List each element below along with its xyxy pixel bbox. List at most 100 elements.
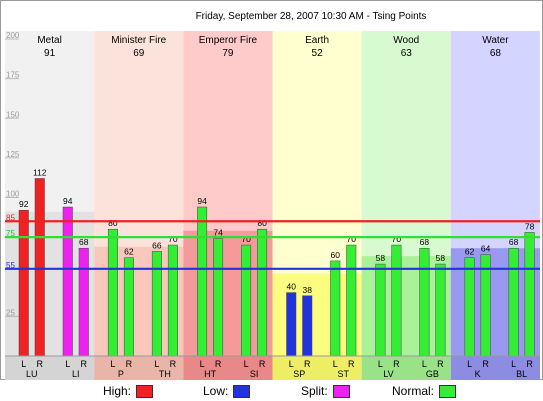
- legend-label-low: Low:: [203, 384, 229, 398]
- side-label: R: [393, 359, 400, 369]
- side-label: R: [437, 359, 444, 369]
- legend-item-high: High:: [103, 383, 154, 399]
- legend-label-high: High:: [103, 384, 132, 398]
- bar-value-label: 62: [124, 247, 134, 257]
- meridian-label: HT: [204, 369, 216, 379]
- element-value: 69: [133, 48, 145, 59]
- bar-value-label: 62: [465, 247, 475, 257]
- legend-label-split: Split:: [301, 384, 328, 398]
- bar-th-r: [167, 244, 178, 357]
- element-band-footer: [5, 356, 95, 380]
- bar-si-l: [241, 244, 252, 357]
- y-tick-label: 150: [6, 110, 20, 119]
- bar-th-l: [151, 251, 162, 357]
- bar-lu-r: [34, 178, 45, 357]
- bar-value-label: 80: [257, 218, 267, 228]
- element-value: 91: [44, 48, 56, 59]
- bar-value-label: 70: [347, 234, 357, 244]
- meridian-label: K: [475, 369, 481, 379]
- y-tick-label: 75: [6, 229, 15, 238]
- element-name: Wood: [393, 35, 419, 46]
- side-label: L: [511, 359, 516, 369]
- side-label: L: [200, 359, 205, 369]
- tsing-points-chart: Friday, September 28, 2007 10:30 AM - Ts…: [5, 11, 540, 380]
- element-band-footer: [272, 356, 362, 380]
- legend-item-normal: Normal:: [392, 383, 457, 399]
- bar-value-label: 68: [509, 237, 519, 247]
- element-value: 79: [222, 48, 234, 59]
- side-label: L: [333, 359, 338, 369]
- bar-value-label: 70: [392, 234, 402, 244]
- bar-li-r: [78, 247, 89, 357]
- legend-swatch-split: [332, 384, 350, 398]
- legend-label-normal: Normal:: [392, 384, 435, 398]
- bar-gb-r: [435, 263, 446, 357]
- y-tick-label: 175: [6, 71, 20, 80]
- meridian-label: TH: [159, 369, 171, 379]
- bar-value-label: 68: [420, 237, 430, 247]
- side-label: L: [110, 359, 115, 369]
- bar-value-label: 70: [168, 234, 178, 244]
- bar-value-label: 60: [331, 250, 341, 260]
- bar-k-l: [464, 257, 475, 357]
- bar-value-label: 94: [197, 196, 207, 206]
- bar-value-label: 38: [303, 285, 313, 295]
- y-tick-label: 55: [6, 261, 15, 270]
- chart-title: Friday, September 28, 2007 10:30 AM - Ts…: [196, 11, 427, 22]
- bar-value-label: 78: [525, 221, 535, 231]
- bar-value-label: 70: [241, 234, 251, 244]
- meridian-label: SI: [250, 369, 259, 379]
- element-band-footer: [361, 356, 451, 380]
- meridian-label: GB: [426, 369, 439, 379]
- element-name: Earth: [305, 35, 329, 46]
- side-label: L: [378, 359, 383, 369]
- bar-st-r: [346, 244, 357, 357]
- side-label: R: [215, 359, 222, 369]
- y-tick-label: 100: [6, 190, 20, 199]
- element-value: 68: [490, 48, 502, 59]
- side-label: R: [482, 359, 489, 369]
- bar-value-label: 58: [436, 253, 446, 263]
- side-label: L: [65, 359, 70, 369]
- bar-li-l: [62, 206, 73, 357]
- side-label: R: [81, 359, 88, 369]
- side-label: L: [289, 359, 294, 369]
- bar-lv-l: [375, 263, 386, 357]
- side-label: L: [467, 359, 472, 369]
- element-value: 52: [312, 48, 324, 59]
- bar-value-label: 112: [33, 167, 47, 177]
- meridian-label: LU: [26, 369, 38, 379]
- side-label: R: [259, 359, 266, 369]
- element-value: 63: [401, 48, 413, 59]
- y-tick-label: 200: [6, 31, 20, 40]
- meridian-label: SP: [293, 369, 305, 379]
- side-label: R: [37, 359, 44, 369]
- bar-ht-r: [213, 238, 224, 357]
- element-band-footer: [450, 356, 540, 380]
- side-label: L: [154, 359, 159, 369]
- element-name: Metal: [37, 35, 61, 46]
- bar-value-label: 80: [108, 218, 118, 228]
- meridian-label: BL: [516, 369, 527, 379]
- side-label: L: [21, 359, 26, 369]
- bar-lu-l: [18, 209, 29, 357]
- legend-swatch-low: [233, 384, 251, 398]
- bar-value-label: 68: [79, 237, 89, 247]
- side-label: R: [170, 359, 177, 369]
- bar-ht-l: [197, 206, 208, 357]
- element-name: Water: [482, 35, 509, 46]
- bar-bl-r: [524, 232, 535, 357]
- bar-si-r: [257, 228, 268, 357]
- meridian-label: LV: [383, 369, 393, 379]
- legend-item-split: Split:: [301, 383, 350, 399]
- bar-p-r: [123, 257, 134, 357]
- element-name: Emperor Fire: [199, 35, 258, 46]
- legend-swatch-high: [136, 384, 154, 398]
- side-label: R: [526, 359, 533, 369]
- legend-swatch-normal: [439, 384, 457, 398]
- side-label: R: [348, 359, 355, 369]
- bar-sp-r: [302, 295, 313, 357]
- bar-value-label: 66: [152, 240, 162, 250]
- bar-value-label: 94: [63, 196, 73, 206]
- y-tick-label: 25: [6, 308, 15, 317]
